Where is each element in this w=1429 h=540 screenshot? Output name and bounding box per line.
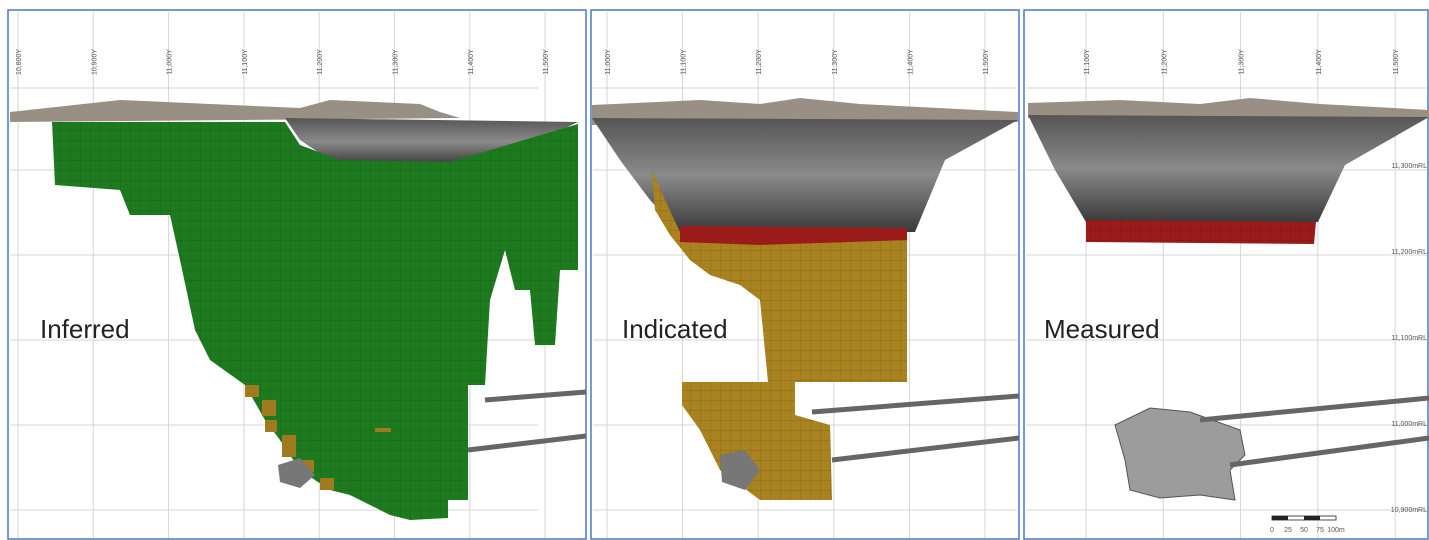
block-grid — [1086, 220, 1316, 244]
workings — [1114, 407, 1246, 501]
x-tick-label: 10,900Y — [91, 49, 98, 75]
x-tick-label: 11,100Y — [242, 49, 249, 75]
scale-label: 50 — [1300, 527, 1308, 534]
elevation-label: 11,200mRL — [1391, 249, 1427, 256]
elevation-label: 11,300mRL — [1391, 163, 1427, 170]
x-tick-label: 11,500Y — [1393, 49, 1400, 75]
panel-label: Inferred — [40, 314, 130, 344]
pit-shell — [285, 118, 578, 165]
indicated-spots — [245, 385, 391, 490]
measured-band — [680, 226, 907, 245]
decline — [1199, 395, 1429, 423]
block-grid — [52, 122, 578, 520]
pit-shell — [592, 118, 1018, 232]
decline — [811, 393, 1020, 415]
x-tick-label: 11,500Y — [543, 49, 550, 75]
terrain — [1028, 98, 1429, 118]
x-tick-label: 11,200Y — [1161, 49, 1168, 75]
decline — [467, 433, 587, 453]
pit-shell — [1028, 115, 1429, 222]
x-tick-label: 11,100Y — [681, 49, 688, 75]
elevation-label: 11,100mRL — [1391, 335, 1427, 342]
scale-label: 75 — [1316, 527, 1324, 534]
terrain — [10, 100, 460, 122]
x-tick-label: 11,400Y — [907, 49, 914, 75]
workings — [278, 458, 315, 488]
workings — [720, 450, 760, 490]
x-tick-label: 11,200Y — [317, 49, 324, 75]
section-indicated — [592, 98, 1020, 500]
block-grid — [652, 170, 907, 500]
scale-label: 0 — [1270, 527, 1274, 534]
x-tick-label: 11,400Y — [1316, 49, 1323, 75]
x-tick-label: 10,800Y — [16, 49, 23, 75]
x-tick-label: 11,300Y — [1239, 49, 1246, 75]
section-measured — [1028, 98, 1429, 521]
x-tick-label: 11,000Y — [605, 49, 612, 75]
x-tick-label: 11,500Y — [983, 49, 990, 75]
x-tick-label: 11,300Y — [832, 49, 839, 75]
decline — [831, 435, 1020, 463]
panel-label: Indicated — [622, 314, 728, 344]
scale-bar — [1271, 515, 1337, 521]
decline — [1229, 435, 1429, 468]
terrain — [592, 98, 1018, 125]
x-tick-label: 11,200Y — [756, 49, 763, 75]
panel-label: Measured — [1044, 314, 1160, 344]
section-inferred — [10, 100, 587, 520]
x-tick-label: 11,400Y — [468, 49, 475, 75]
scale-label: 100m — [1327, 527, 1345, 534]
scale-label: 25 — [1284, 527, 1292, 534]
x-tick-label: 11,100Y — [1084, 49, 1091, 75]
x-tick-label: 11,000Y — [167, 49, 174, 75]
panel-frame — [1023, 9, 1429, 540]
x-tick-label: 11,300Y — [393, 49, 400, 75]
elevation-label: 11,000mRL — [1391, 421, 1427, 428]
elevation-label: 10,900mRL — [1391, 507, 1427, 514]
decline — [484, 389, 587, 403]
